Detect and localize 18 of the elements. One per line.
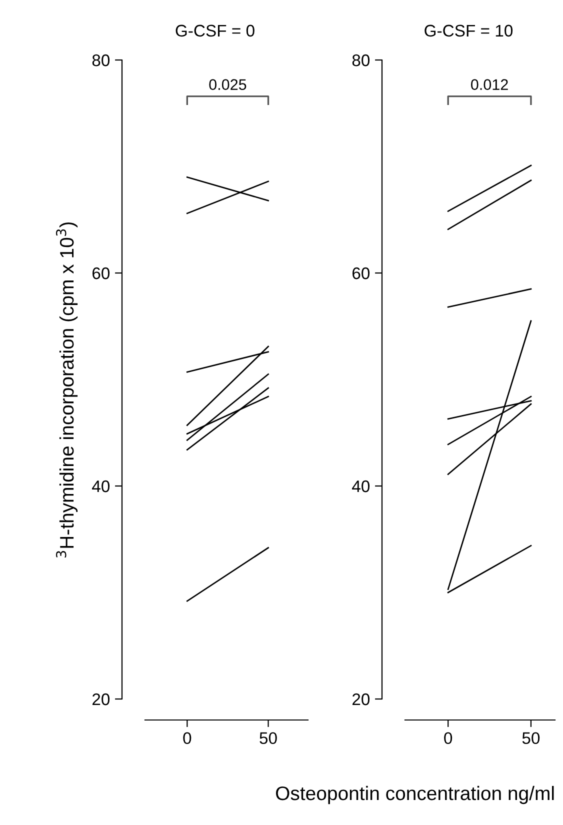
y-tick-label: 60: [352, 267, 370, 280]
x-tick-label: 0: [183, 732, 192, 744]
x-axis-title: Osteopontin concentration ng/ml: [276, 786, 554, 804]
x-tick-label: 50: [522, 732, 540, 744]
x-tick-label: 0: [444, 732, 452, 744]
y-axis-title: $^{3}$H-thymidine incorporation (cpm x 10$^{3}$): [56, 222, 78, 558]
x-tick-label: 50: [260, 732, 277, 744]
y-tick-label: 20: [92, 693, 110, 706]
y-tick-label: 40: [352, 480, 370, 492]
chart-title: G-CSF = 10: [424, 24, 513, 37]
y-tick-label: 60: [92, 267, 110, 280]
y-tick-label: 80: [92, 54, 110, 66]
chart-title: G-CSF = 0: [176, 24, 254, 37]
annotation: 0.025: [209, 79, 246, 90]
y-tick-label: 40: [92, 480, 110, 492]
y-tick-label: 20: [352, 693, 370, 706]
y-tick-label: 80: [352, 54, 370, 66]
annotation: 0.012: [471, 79, 508, 90]
